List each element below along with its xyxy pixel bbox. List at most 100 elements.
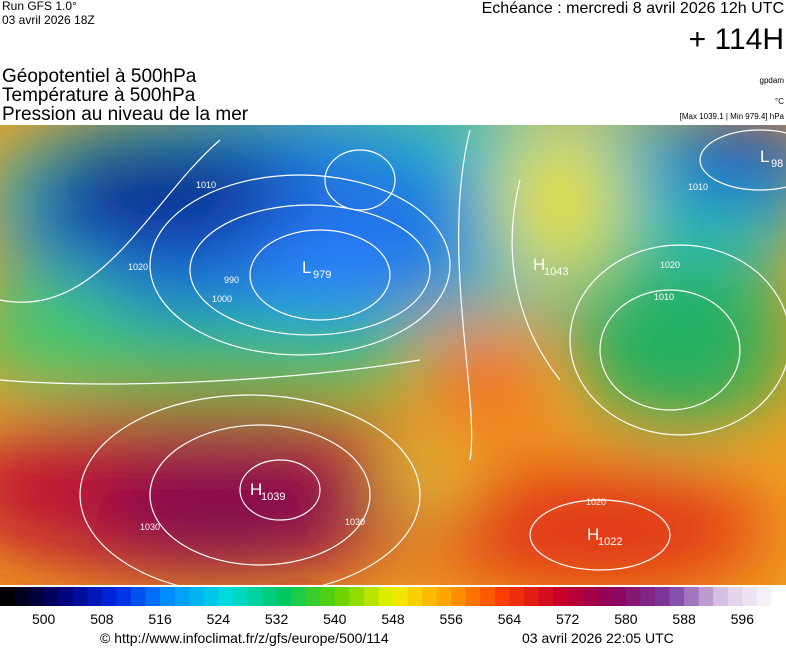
colorbar-tick-label: 572 xyxy=(556,611,580,627)
system-value: 1022 xyxy=(598,536,622,548)
colorbar-tick-label: 556 xyxy=(440,611,464,627)
isobar-label: 1010 xyxy=(654,292,674,302)
colorbar-swatch xyxy=(58,587,74,606)
forecast-time: Echéance : mercredi 8 avril 2026 12h UTC xyxy=(482,0,784,17)
colorbar-swatch xyxy=(625,587,641,606)
colorbar-swatch xyxy=(320,587,336,606)
footer: © http://www.infoclimat.fr/z/gfs/europe/… xyxy=(100,630,674,646)
isobar-label: 1010 xyxy=(196,180,216,190)
colorbar-swatch xyxy=(43,587,59,606)
colorbar-swatch xyxy=(101,587,117,606)
isobar-label: 1020 xyxy=(660,260,680,270)
colorbar-swatch xyxy=(640,587,656,606)
colorbar-swatch xyxy=(524,587,540,606)
colorbar-swatch xyxy=(538,587,554,606)
system-letter: H xyxy=(533,255,545,274)
colorbar-tick-label: 500 xyxy=(32,611,56,627)
colorbar-tick-label: 580 xyxy=(614,611,638,627)
isobar-label: 1020 xyxy=(586,497,606,507)
isobar-label: 1000 xyxy=(212,294,232,304)
colorbar-swatch xyxy=(203,587,219,606)
colorbar-tick-label: 508 xyxy=(90,611,114,627)
field-name: Pression au niveau de la mer xyxy=(2,104,249,125)
system-value: 1043 xyxy=(544,266,568,278)
colorbar-swatch xyxy=(87,587,103,606)
colorbar-tick-label: 516 xyxy=(148,611,172,627)
colorbar-swatch xyxy=(756,587,772,606)
colorbar-swatch xyxy=(684,587,700,606)
timestamp: 03 avril 2026 22:05 UTC xyxy=(522,630,674,646)
unit: °C xyxy=(775,97,784,106)
colorbar-swatch xyxy=(407,587,423,606)
colorbar-swatch xyxy=(436,587,452,606)
colorbar-swatch xyxy=(596,587,612,606)
system-letter: L xyxy=(302,258,311,277)
colorbar-swatch xyxy=(378,587,394,606)
colorbar-swatch xyxy=(189,587,205,606)
colorbar-swatch xyxy=(553,587,569,606)
colorbar-tick-label: 540 xyxy=(323,611,347,627)
colorbar-swatch xyxy=(334,587,350,606)
colorbar-tick-label: 524 xyxy=(207,611,231,627)
colorbar-swatch xyxy=(451,587,467,606)
isobar-label: 990 xyxy=(224,275,239,285)
colorbar-swatch xyxy=(291,587,307,606)
colorbar-swatch xyxy=(611,587,627,606)
colorbar-swatch xyxy=(582,587,598,606)
isobar-label: 1030 xyxy=(345,517,365,527)
isobar-label: 1010 xyxy=(688,182,708,192)
colorbar-swatch xyxy=(72,587,88,606)
colorbar-swatch xyxy=(247,587,263,606)
colorbar-swatch xyxy=(742,587,758,606)
system-value: 979 xyxy=(313,269,331,281)
isobars xyxy=(0,129,786,585)
colorbar-tick-label: 564 xyxy=(498,611,522,627)
system-letter: L xyxy=(760,147,769,166)
header: Run GFS 1.0° 03 avril 2026 18Z Echéance … xyxy=(2,0,785,125)
colorbar-swatch xyxy=(422,587,438,606)
colorbar-swatch xyxy=(145,587,161,606)
colorbar-swatch xyxy=(116,587,132,606)
unit: gpdam xyxy=(760,76,785,85)
colorbar-swatch xyxy=(14,587,30,606)
colorbar-swatch xyxy=(276,587,292,606)
colorbar-tick-label: 532 xyxy=(265,611,289,627)
colorbar-swatch xyxy=(509,587,525,606)
colorbar-swatch xyxy=(218,587,234,606)
colorbar-swatch xyxy=(29,587,45,606)
colorbar-tick-label: 548 xyxy=(381,611,405,627)
colorbar-swatch xyxy=(713,587,729,606)
run-date: 03 avril 2026 18Z xyxy=(2,13,95,27)
run-label: Run GFS 1.0° xyxy=(2,0,77,13)
lead-time: + 114H xyxy=(689,23,784,56)
source-url: © http://www.infoclimat.fr/z/gfs/europe/… xyxy=(100,630,389,646)
system-letter: H xyxy=(250,480,262,499)
unit: [Max 1039.1 | Min 979.4] hPa xyxy=(680,112,785,121)
colorbar-swatch xyxy=(727,587,743,606)
colorbar-swatch xyxy=(669,587,685,606)
colorbar-swatch xyxy=(698,587,714,606)
colorbar-swatch xyxy=(567,587,583,606)
colorbar-swatch xyxy=(393,587,409,606)
colorbar-swatch xyxy=(262,587,278,606)
colorbar-swatch xyxy=(494,587,510,606)
colorbar-swatch xyxy=(771,587,786,606)
colorbar-swatch xyxy=(160,587,176,606)
colorbar-swatch xyxy=(363,587,379,606)
field-name: Géopotentiel à 500hPa xyxy=(2,66,197,87)
colorbar-swatch xyxy=(655,587,671,606)
colorbar-swatch xyxy=(232,587,248,606)
colorbar-swatch xyxy=(174,587,190,606)
colorbar-tick-label: 588 xyxy=(672,611,696,627)
isobar-label: 1030 xyxy=(140,522,160,532)
colorbar-swatch xyxy=(131,587,147,606)
map-field xyxy=(0,125,786,585)
colorbar-swatch xyxy=(480,587,496,606)
system-value: 98 xyxy=(771,158,783,170)
colorbar-swatch xyxy=(465,587,481,606)
colorbar-tick-label: 596 xyxy=(731,611,755,627)
isobar-label: 1020 xyxy=(128,262,148,272)
system-letter: H xyxy=(587,525,599,544)
